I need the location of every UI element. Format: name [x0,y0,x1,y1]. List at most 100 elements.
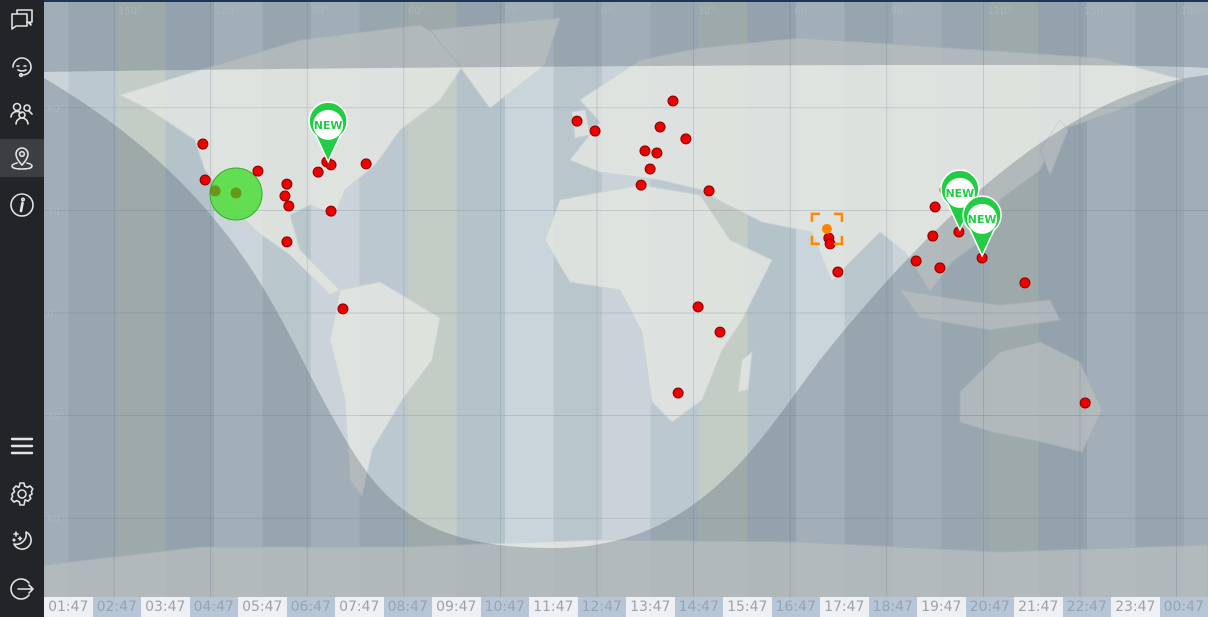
sidebar-item-night-mode[interactable] [0,522,44,560]
location-marker[interactable] [360,158,372,170]
location-marker[interactable] [281,178,293,190]
longitude-label: 0° [601,6,612,17]
location-marker[interactable] [1019,277,1031,289]
location-marker[interactable] [910,255,922,267]
longitude-label: 180° [1181,6,1205,17]
greenland [429,17,561,109]
latitude-labels: 60° 30° 0° 30° 60° [47,104,65,525]
location-marker[interactable] [929,201,941,213]
location-marker[interactable] [927,230,939,242]
location-marker[interactable] [281,236,293,248]
location-marker[interactable] [312,166,324,178]
location-marker[interactable] [1079,397,1091,409]
logout-icon [10,578,34,600]
new-location-pin[interactable]: NEW [308,101,348,164]
location-marker[interactable] [651,147,663,159]
map-canvas[interactable]: 150° 120° 90° 60° 30° 0° 30° 60° 90° 120° 150° 180°… [44,2,1208,617]
sidebar-item-menu[interactable] [0,427,44,465]
time-zone-label: 17:47 [820,597,869,617]
longitude-label: 120° [215,6,239,17]
menu-icon [10,437,34,455]
location-marker[interactable] [635,179,647,191]
latitude-label: 60° [47,514,65,525]
sidebar-item-users[interactable] [0,94,44,132]
location-marker[interactable] [589,125,601,137]
location-marker[interactable] [832,266,844,278]
sidebar-item-chats[interactable] [0,0,44,38]
time-zone-label: 12:47 [581,599,622,615]
map-overlays: NEW NEW NEW [197,95,1091,409]
location-marker[interactable] [252,165,264,177]
longitude-label: 150° [118,6,142,17]
time-zone-label: 21:47 [1014,597,1063,617]
sidebar-item-logout[interactable] [0,570,44,608]
location-marker[interactable] [571,115,583,127]
time-zone-label: 09:47 [432,597,481,617]
time-zone-label: 22:47 [1066,599,1107,615]
madagascar [737,350,753,393]
time-zone-label: 15:47 [723,597,772,617]
sidebar-item-support[interactable] [0,47,44,85]
location-marker[interactable] [824,238,836,250]
sidebar [0,0,44,617]
longitude-label: 30° [698,6,716,17]
location-marker[interactable] [644,163,656,175]
location-marker[interactable] [703,185,715,197]
location-marker[interactable] [279,190,291,202]
location-marker[interactable] [667,95,679,107]
longitude-label: 90° [891,6,909,17]
time-zone-label: 18:47 [872,599,913,615]
location-marker[interactable] [639,145,651,157]
night-shade [44,2,1208,617]
time-zone-band [44,2,69,617]
sidebar-item-info[interactable] [0,186,44,224]
time-zone-band [1135,2,1184,617]
cluster-point[interactable] [209,185,221,197]
time-zone-band [1184,2,1208,617]
time-zone-label: 08:47 [387,599,428,615]
location-marker[interactable] [325,205,337,217]
gear-icon [10,482,34,506]
latitude-label: 30° [47,206,65,217]
support-headset-icon [12,57,32,78]
longitude-label: 60° [794,6,812,17]
japan [1039,119,1069,177]
location-marker[interactable] [692,301,704,313]
target-brackets-icon [810,212,844,246]
sidebar-item-settings[interactable] [0,475,44,513]
time-zone-label: 19:47 [917,597,966,617]
sidebar-item-map[interactable] [0,139,44,177]
cluster-point[interactable] [230,187,242,199]
time-zone-label: 03:47 [141,597,190,617]
time-zone-label: 14:47 [678,599,719,615]
top-border [0,0,1208,2]
selected-target[interactable] [810,212,844,246]
location-marker[interactable] [283,200,295,212]
pin-label: NEW [945,187,974,200]
time-zone-band [505,2,554,617]
location-marker[interactable] [199,174,211,186]
south-america [329,281,441,499]
longitude-label: 120° [987,6,1011,17]
new-location-pin[interactable]: NEW [940,169,980,232]
location-marker[interactable] [714,326,726,338]
location-marker[interactable] [197,138,209,150]
world-map[interactable]: 150° 120° 90° 60° 30° 0° 30° 60° 90° 120° 150° 180°… [44,2,1208,617]
pin-badge [967,203,998,234]
location-marker[interactable] [337,303,349,315]
location-marker[interactable] [934,262,946,274]
time-zone-label: 13:47 [626,597,675,617]
chat-icon [11,9,33,30]
location-marker[interactable] [654,121,666,133]
map-pin-icon [11,147,33,170]
new-location-pin[interactable]: NEW [962,195,1002,258]
location-marker[interactable] [672,387,684,399]
longitude-label: 90° [311,6,329,17]
australia [959,341,1103,453]
latitude-label: 30° [47,412,65,423]
time-zone-label: 16:47 [775,599,816,615]
location-marker[interactable] [680,133,692,145]
latitude-label: 60° [47,104,65,115]
landmasses [44,17,1208,601]
time-zone-label: 10:47 [484,599,525,615]
